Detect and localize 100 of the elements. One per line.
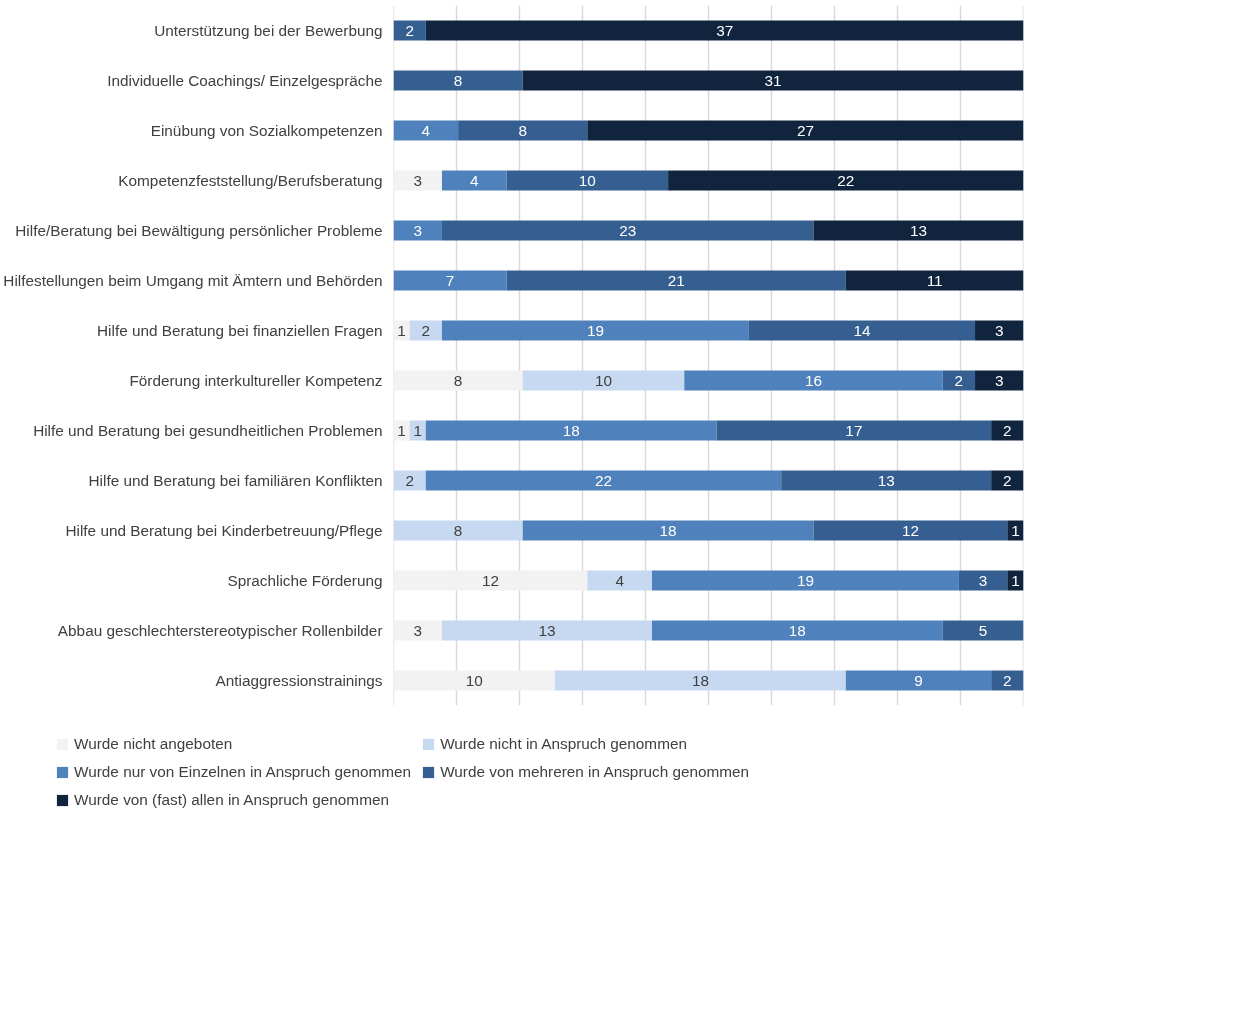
bar xyxy=(393,520,523,541)
data-label: 2 xyxy=(954,371,964,389)
data-label: 1 xyxy=(1011,571,1020,589)
data-label: 10 xyxy=(465,671,483,689)
legend-label: Wurde nicht angeboten xyxy=(74,735,233,753)
data-label: 3 xyxy=(978,571,988,589)
bar xyxy=(393,120,459,141)
bar xyxy=(845,670,992,691)
bar xyxy=(393,70,523,91)
data-label: 2 xyxy=(405,21,414,39)
legend-label: Wurde von mehreren in Anspruch genommen xyxy=(440,763,750,781)
data-label: 31 xyxy=(764,71,782,89)
data-label: 3 xyxy=(413,621,422,639)
data-label: 21 xyxy=(667,271,685,289)
data-label: 10 xyxy=(594,371,613,389)
y-tick-label: Förderung interkultureller Kompetenz xyxy=(129,372,383,389)
data-label: 2 xyxy=(1003,421,1012,439)
bar xyxy=(958,570,1008,591)
y-tick-label: Hilfe und Beratung bei Kinderbetreuung/Pflege xyxy=(65,522,383,539)
bar xyxy=(781,470,992,491)
data-label: 2 xyxy=(1003,471,1012,489)
y-tick-label: Kompetenzfeststellung/Berufsberatung xyxy=(118,172,383,189)
bar xyxy=(975,370,1024,391)
y-tick-label: Hilfe und Beratung bei familiären Konflikten xyxy=(88,472,383,489)
bar xyxy=(393,670,556,691)
data-label: 19 xyxy=(796,571,814,589)
data-label: 3 xyxy=(413,171,422,189)
legend-label: Wurde von (fast) allen in Anspruch genommen xyxy=(74,791,389,809)
bar xyxy=(522,70,1024,91)
data-label: 3 xyxy=(995,321,1004,339)
bar xyxy=(393,270,507,291)
bar xyxy=(813,220,1024,241)
bar xyxy=(441,620,652,641)
data-label: 3 xyxy=(995,371,1004,389)
data-label: 3 xyxy=(413,221,422,239)
bar xyxy=(441,220,814,241)
bar xyxy=(393,470,426,491)
data-label: 1 xyxy=(1011,521,1020,539)
data-label: 5 xyxy=(978,621,988,639)
data-label: 2 xyxy=(405,471,414,489)
data-label: 1 xyxy=(397,321,406,339)
y-tick-label: Hilfe/Beratung bei Bewältigung persönlicher Probleme xyxy=(15,222,383,239)
data-label: 7 xyxy=(445,271,455,289)
data-label: 16 xyxy=(804,371,823,389)
data-label: 1 xyxy=(413,421,422,439)
data-label: 13 xyxy=(909,221,928,239)
data-label: 8 xyxy=(518,121,527,139)
data-label: 17 xyxy=(845,421,863,439)
bar xyxy=(651,620,943,641)
data-label: 19 xyxy=(586,321,604,339)
bar xyxy=(975,320,1024,341)
bar xyxy=(991,470,1024,491)
data-label: 9 xyxy=(914,671,923,689)
bar xyxy=(425,20,1024,41)
bar xyxy=(587,120,1024,141)
bar xyxy=(555,670,846,691)
bar xyxy=(587,570,652,591)
bar xyxy=(441,170,507,191)
data-label: 8 xyxy=(453,71,463,89)
data-label: 22 xyxy=(837,171,855,189)
y-tick-label: Hilfestellungen beim Umgang mit Ämtern und Behörden xyxy=(3,272,383,289)
legend-label: Wurde nicht in Anspruch genommen xyxy=(440,735,687,753)
data-label: 23 xyxy=(619,221,637,239)
bar xyxy=(942,620,1024,641)
bar xyxy=(942,370,976,391)
bar xyxy=(991,670,1024,691)
data-label: 4 xyxy=(421,121,431,139)
bar xyxy=(393,20,426,41)
bar xyxy=(393,620,442,641)
y-tick-label: Individuelle Coachings/ Einzelgespräche xyxy=(107,72,383,89)
bar xyxy=(668,170,1024,191)
data-label: 1 xyxy=(397,421,406,439)
bar xyxy=(393,570,588,591)
bar xyxy=(393,220,442,241)
data-label: 18 xyxy=(659,521,677,539)
bar xyxy=(748,320,976,341)
data-label: 27 xyxy=(796,121,814,139)
y-tick-label: Sprachliche Förderung xyxy=(227,572,383,589)
bar xyxy=(684,370,943,391)
data-label: 4 xyxy=(615,571,625,589)
data-label: 10 xyxy=(578,171,596,189)
y-tick-label: Hilfe und Beratung bei gesundheitlichen Problemen xyxy=(33,422,383,439)
data-label: 11 xyxy=(926,271,943,289)
data-label: 4 xyxy=(470,171,480,189)
bar xyxy=(522,520,814,541)
data-label: 18 xyxy=(691,671,709,689)
data-label: 13 xyxy=(538,621,556,639)
bar xyxy=(425,470,782,491)
bar xyxy=(522,370,685,391)
data-label: 18 xyxy=(562,421,580,439)
bar xyxy=(651,570,959,591)
data-label: 13 xyxy=(877,471,895,489)
bar xyxy=(458,120,588,141)
bar xyxy=(393,170,442,191)
data-label: 22 xyxy=(594,471,613,489)
y-tick-label: Einübung von Sozialkompetenzen xyxy=(150,122,383,139)
bar xyxy=(991,420,1024,441)
bar xyxy=(393,370,523,391)
data-label: 14 xyxy=(853,321,871,339)
data-label: 8 xyxy=(453,371,463,389)
